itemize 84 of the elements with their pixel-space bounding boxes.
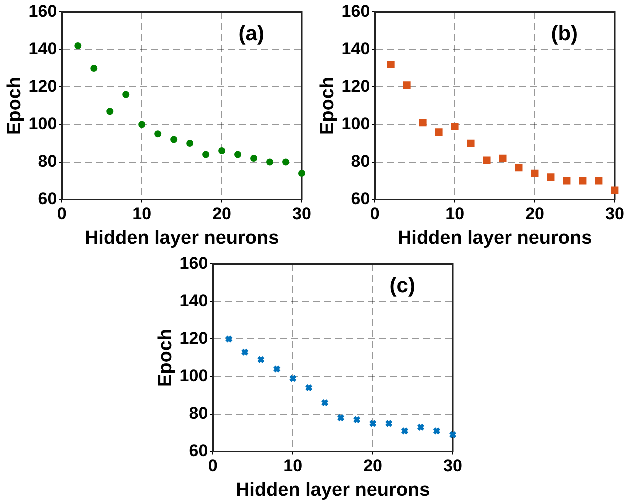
y-tick-label: 60 bbox=[38, 189, 58, 208]
point bbox=[321, 399, 330, 407]
point bbox=[202, 151, 210, 158]
x-axis-title: Hidden layer neurons bbox=[398, 228, 592, 249]
point bbox=[266, 158, 274, 166]
point bbox=[449, 430, 457, 439]
point bbox=[369, 420, 378, 428]
point bbox=[250, 155, 258, 162]
point bbox=[435, 128, 443, 136]
point bbox=[417, 423, 425, 432]
point bbox=[74, 42, 82, 50]
point bbox=[353, 416, 362, 424]
x-tick-label: 20 bbox=[212, 204, 232, 224]
y-tick-label: 80 bbox=[189, 404, 208, 423]
point bbox=[563, 177, 571, 185]
y-tick-label: 140 bbox=[28, 39, 58, 58]
point bbox=[298, 170, 306, 178]
annotation: (b) bbox=[551, 22, 578, 46]
y-tick-label: 140 bbox=[342, 39, 370, 58]
point bbox=[170, 136, 178, 144]
y-tick-label: 160 bbox=[28, 2, 58, 21]
point bbox=[337, 414, 346, 422]
point bbox=[225, 335, 234, 344]
y-tick-label: 80 bbox=[351, 152, 370, 171]
point bbox=[419, 119, 427, 127]
point bbox=[467, 140, 475, 148]
x-tick-label: 10 bbox=[284, 456, 303, 476]
y-axis-title: Epoch bbox=[318, 76, 339, 136]
point bbox=[122, 91, 130, 98]
x-tick-label: 20 bbox=[364, 456, 383, 476]
point bbox=[403, 82, 411, 90]
x-tick-label: 10 bbox=[446, 204, 465, 224]
y-tick-label: 120 bbox=[180, 328, 208, 348]
annotation: (a) bbox=[238, 22, 264, 46]
point bbox=[154, 130, 162, 138]
point bbox=[257, 356, 266, 364]
point bbox=[218, 148, 226, 155]
x-tick-label: 30 bbox=[444, 456, 462, 476]
point bbox=[499, 154, 507, 162]
point bbox=[595, 177, 603, 185]
point bbox=[138, 121, 146, 128]
y-tick-label: 80 bbox=[38, 152, 58, 171]
y-tick-label: 60 bbox=[189, 441, 208, 460]
point bbox=[387, 61, 395, 68]
point bbox=[234, 151, 242, 158]
point bbox=[483, 156, 491, 164]
x-tick-label: 0 bbox=[208, 456, 218, 476]
point bbox=[186, 140, 194, 148]
annotation: (c) bbox=[390, 274, 416, 298]
y-tick-label: 60 bbox=[351, 189, 370, 208]
y-tick-label: 100 bbox=[28, 114, 58, 134]
y-tick-label: 120 bbox=[342, 76, 370, 96]
point bbox=[241, 348, 250, 356]
x-axis-title: Hidden layer neurons bbox=[236, 480, 430, 501]
x-tick-label: 30 bbox=[292, 204, 312, 224]
y-tick-label: 100 bbox=[180, 366, 208, 386]
point bbox=[451, 122, 459, 130]
point bbox=[547, 174, 555, 181]
x-axis-title: Hidden layer neurons bbox=[84, 228, 280, 249]
point bbox=[385, 420, 394, 428]
x-tick-label: 30 bbox=[606, 204, 624, 224]
x-tick-label: 10 bbox=[132, 204, 152, 224]
point bbox=[611, 186, 619, 194]
x-tick-label: 0 bbox=[57, 204, 67, 224]
point bbox=[90, 64, 98, 72]
point bbox=[305, 384, 314, 392]
point bbox=[531, 170, 539, 178]
point bbox=[273, 365, 282, 374]
point bbox=[433, 427, 441, 436]
point bbox=[579, 177, 587, 185]
point bbox=[515, 164, 523, 172]
point bbox=[282, 158, 290, 166]
y-tick-label: 160 bbox=[180, 254, 208, 273]
x-tick-label: 0 bbox=[370, 204, 380, 224]
point bbox=[289, 374, 298, 383]
y-tick-label: 100 bbox=[342, 114, 370, 134]
x-tick-label: 20 bbox=[526, 204, 545, 224]
y-tick-label: 140 bbox=[180, 291, 208, 310]
point bbox=[106, 108, 114, 116]
point bbox=[401, 427, 410, 436]
y-axis-title: Epoch bbox=[156, 328, 177, 388]
y-axis-title: Epoch bbox=[4, 76, 26, 136]
y-tick-label: 160 bbox=[342, 2, 370, 21]
y-tick-label: 120 bbox=[28, 76, 58, 96]
